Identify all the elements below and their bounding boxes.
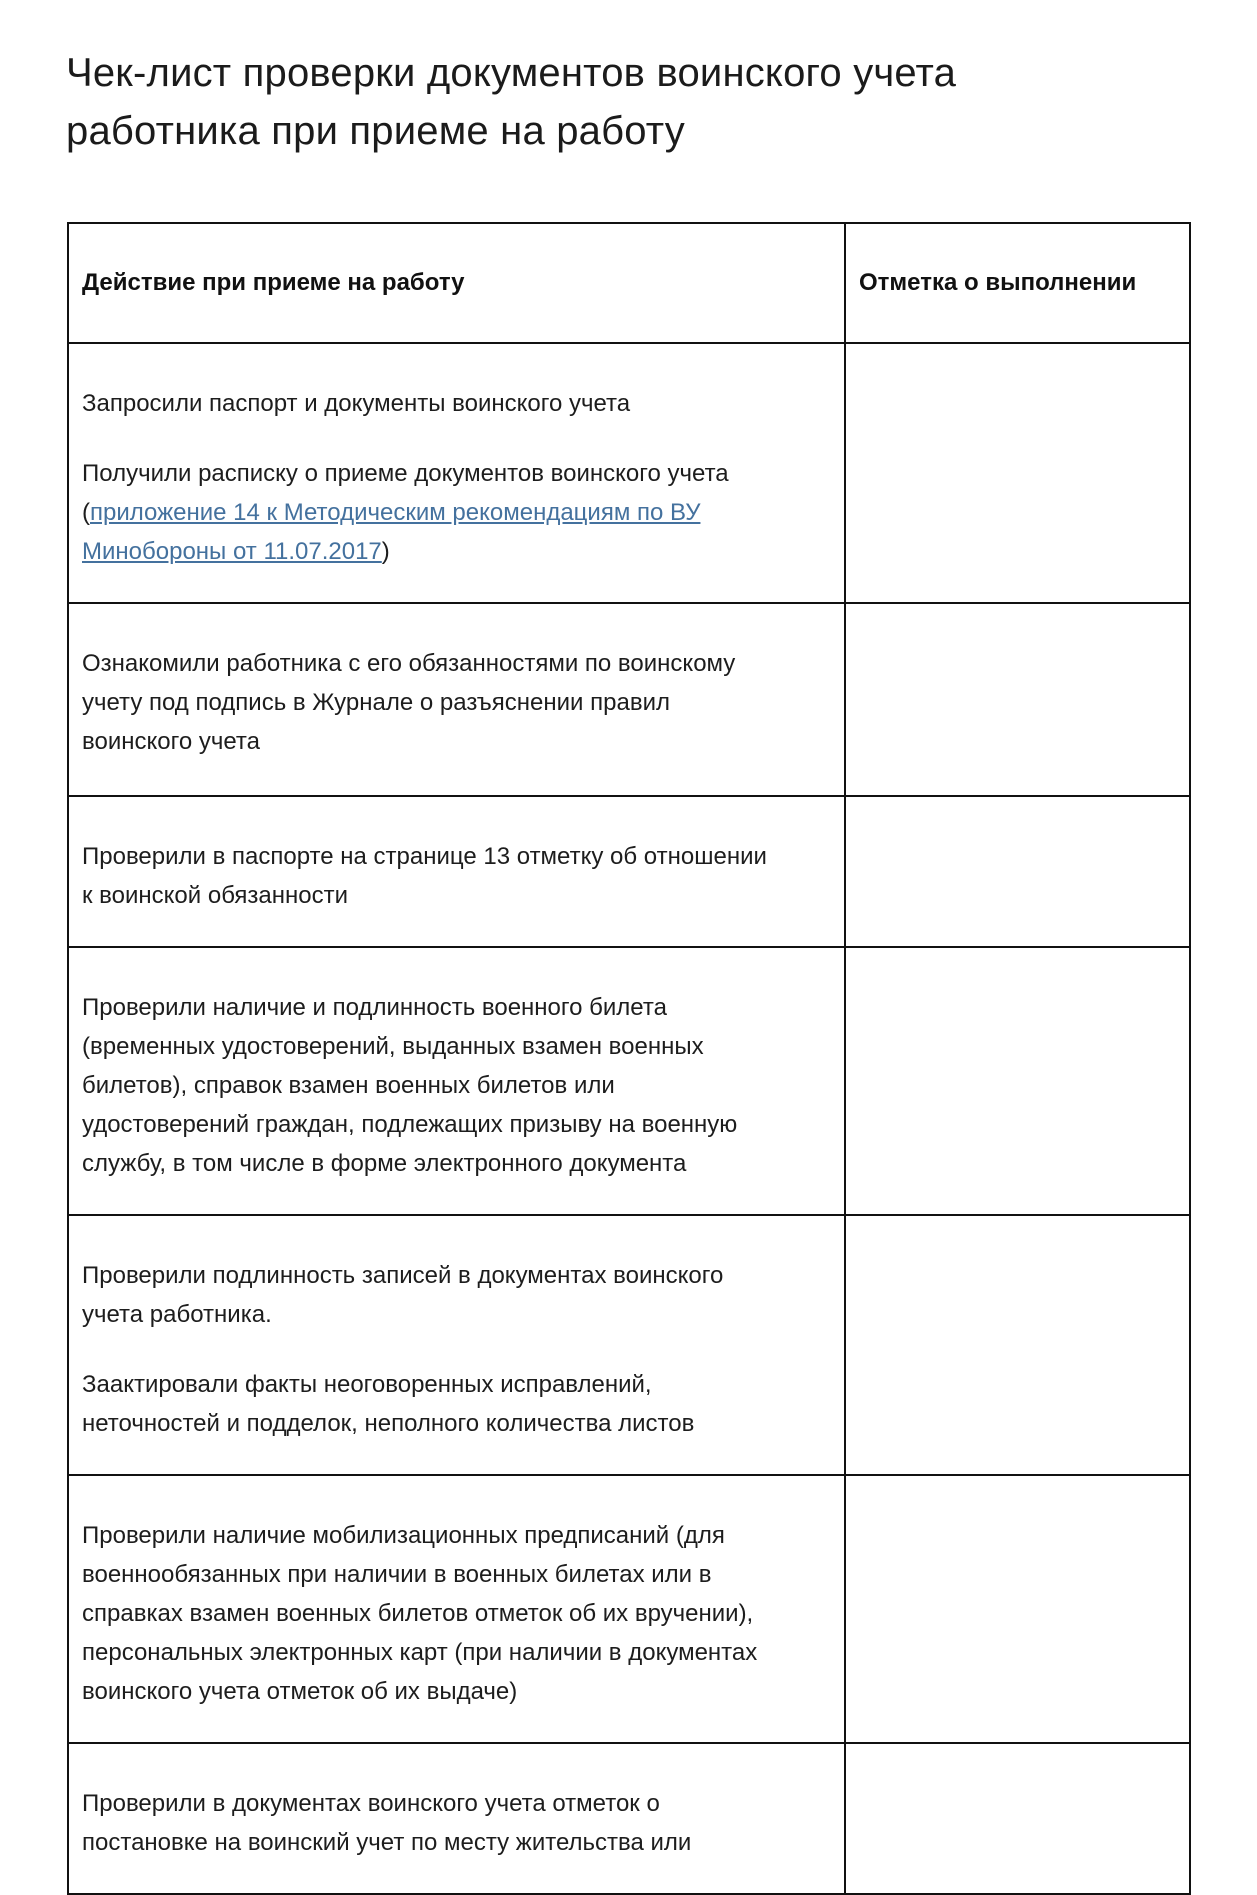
completion-cell: [844, 946, 1191, 1216]
header-completion-column: Отметка о выполнении: [844, 222, 1191, 344]
link-paragraph-prefix: Получили расписку о приеме документов во…: [82, 460, 729, 526]
action-cell: Проверили в документах воинского учета о…: [67, 1742, 846, 1895]
page-title: Чек-лист проверки документов воинского у…: [66, 51, 957, 153]
action-cell: Проверили в паспорте на странице 13 отме…: [67, 795, 846, 948]
action-text: Заактировали факты неоговоренных исправл…: [82, 1371, 695, 1437]
attachment-link[interactable]: приложение 14 к Методическим рекомендаци…: [82, 499, 701, 565]
link-paragraph-suffix: ): [381, 538, 390, 565]
action-text: Запросили паспорт и документы воинского …: [82, 390, 631, 417]
table-row: Ознакомили работника с его обязанностями…: [67, 602, 1191, 797]
completion-cell: [844, 1742, 1191, 1895]
action-cell: Проверили наличие и подлинность военного…: [67, 946, 846, 1216]
action-cell: Ознакомили работника с его обязанностями…: [67, 602, 846, 797]
completion-cell: [844, 1474, 1191, 1744]
action-text: Проверили наличие мобилизационных предпи…: [82, 1522, 758, 1705]
action-text: Проверили наличие и подлинность военного…: [82, 994, 738, 1177]
table-row: Проверили подлинность записей в документ…: [67, 1214, 1191, 1476]
table-header-row: Действие при приеме на работу Отметка о …: [67, 222, 1191, 344]
action-text: Ознакомили работника с его обязанностями…: [82, 650, 736, 755]
action-text: Проверили в паспорте на странице 13 отме…: [82, 843, 767, 909]
action-cell: Проверили наличие мобилизационных предпи…: [67, 1474, 846, 1744]
header-action-column: Действие при приеме на работу: [67, 222, 846, 344]
table-row: Проверили наличие и подлинность военного…: [67, 946, 1191, 1216]
completion-cell: [844, 1214, 1191, 1476]
action-text-with-link: Получили расписку о приеме документов во…: [82, 454, 774, 571]
completion-cell: [844, 602, 1191, 797]
action-text: Проверили подлинность записей в документ…: [82, 1262, 724, 1328]
completion-cell: [844, 795, 1191, 948]
table-row: Проверили наличие мобилизационных предпи…: [67, 1474, 1191, 1744]
table-row: Проверили в документах воинского учета о…: [67, 1742, 1191, 1895]
action-text: Проверили в документах воинского учета о…: [82, 1790, 692, 1856]
completion-cell: [844, 342, 1191, 604]
document-page: { "colors": { "link": "#44719E", "text":…: [0, 44, 1257, 1895]
checklist-table: Действие при приеме на работу Отметка о …: [67, 222, 1191, 1895]
action-cell: Проверили подлинность записей в документ…: [67, 1214, 846, 1476]
table-row: Проверили в паспорте на странице 13 отме…: [67, 795, 1191, 948]
table-row: Запросили паспорт и документы воинского …: [67, 342, 1191, 604]
action-cell: Запросили паспорт и документы воинского …: [67, 342, 846, 604]
